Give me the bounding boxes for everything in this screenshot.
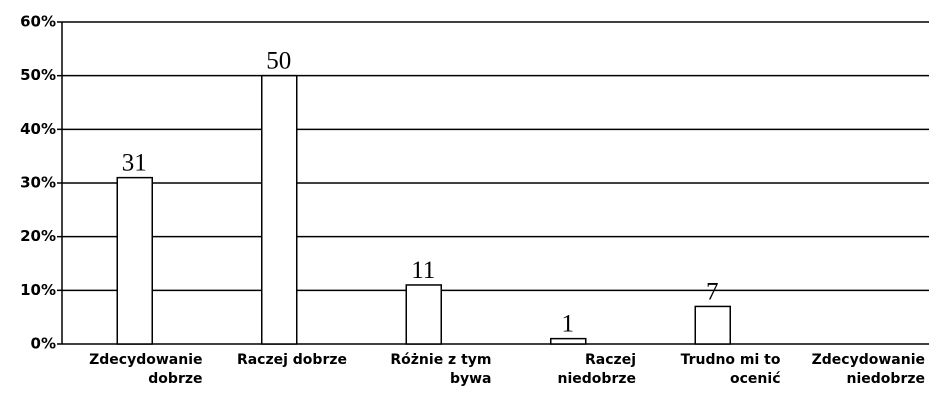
x-tick-label: Zdecydowanie niedobrze: [811, 352, 925, 387]
bar: [261, 74, 298, 345]
x-tick-label: Raczej dobrze: [236, 352, 347, 368]
bar: [116, 176, 153, 345]
data-label: 31: [122, 150, 147, 177]
y-tick-label: 50%: [20, 66, 56, 84]
data-label: 50: [266, 48, 291, 75]
y-tick-label: 20%: [20, 227, 56, 245]
x-tick-label: Raczej niedobrze: [557, 352, 636, 387]
y-tick-label: 30%: [20, 174, 56, 192]
data-label: 11: [411, 257, 435, 284]
x-tick-label: Zdecydowanie dobrze: [89, 352, 203, 387]
bar: [694, 305, 731, 345]
y-tick-label: 40%: [20, 120, 56, 138]
bar: [550, 337, 587, 345]
y-tick-label: 10%: [20, 281, 56, 299]
x-tick-label: Różnie z tym bywa: [390, 352, 492, 387]
x-tick-label: Trudno mi to ocenić: [680, 352, 781, 387]
y-tick-label: 60%: [20, 13, 56, 31]
data-label: 7: [706, 278, 719, 305]
data-label: 1: [562, 311, 575, 338]
y-tick-label: 0%: [31, 335, 56, 353]
bar: [405, 284, 442, 345]
